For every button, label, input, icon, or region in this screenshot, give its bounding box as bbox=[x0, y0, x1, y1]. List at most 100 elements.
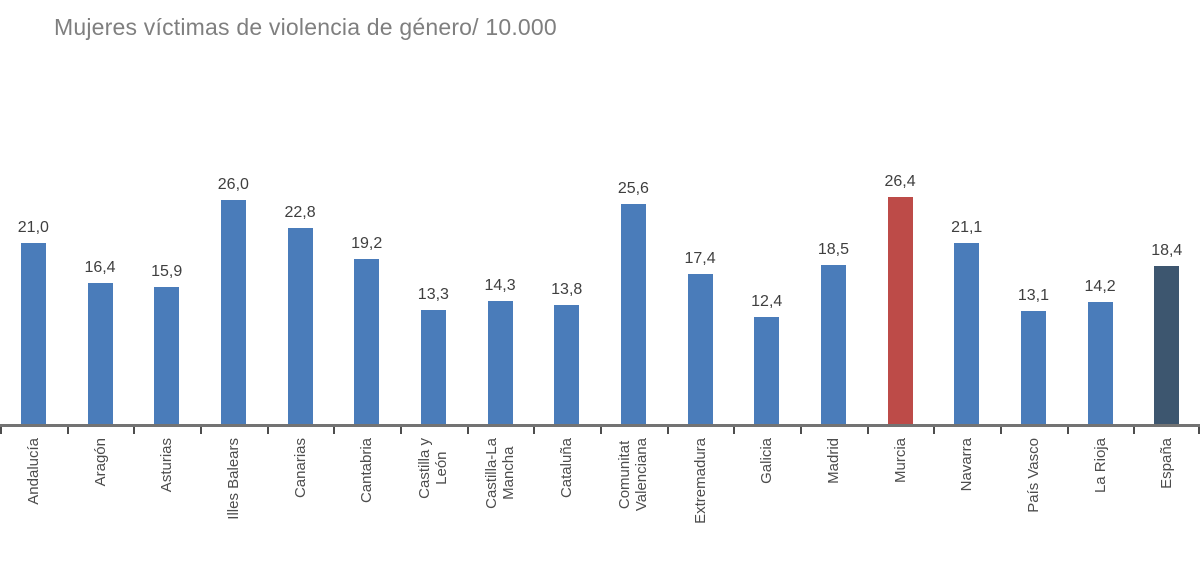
x-axis-tick bbox=[0, 427, 2, 434]
bar-column: 22,8 bbox=[267, 204, 334, 424]
bar bbox=[354, 258, 380, 424]
bar bbox=[754, 317, 780, 424]
x-label-cell: Madrid bbox=[800, 438, 867, 571]
x-axis-label: Madrid bbox=[824, 438, 842, 484]
x-label-cell: Aragón bbox=[67, 438, 134, 571]
chart-title: Mujeres víctimas de violencia de género/… bbox=[54, 14, 557, 40]
bar-column: 13,3 bbox=[400, 286, 467, 424]
bar-value-label: 19,2 bbox=[351, 234, 383, 252]
bar-column: 12,4 bbox=[733, 293, 800, 424]
bar-value-label: 21,1 bbox=[951, 218, 983, 236]
bar-column: 26,0 bbox=[200, 176, 267, 424]
bar bbox=[154, 287, 180, 424]
x-label-cell: Castilla-La Mancha bbox=[467, 438, 534, 571]
x-axis-tick bbox=[133, 427, 135, 434]
bar bbox=[954, 242, 980, 424]
bar-value-label: 14,3 bbox=[484, 277, 516, 294]
bar-column: 16,4 bbox=[67, 259, 134, 424]
bar bbox=[887, 197, 913, 424]
x-label-cell: Extremadura bbox=[667, 438, 734, 571]
x-label-cell: Comunitat Valenciana bbox=[600, 438, 667, 571]
x-axis-ticks bbox=[0, 427, 1200, 435]
x-axis-tick bbox=[600, 427, 602, 434]
bar bbox=[420, 309, 446, 424]
bar-value-label: 18,5 bbox=[817, 240, 849, 258]
x-axis-label: Asturias bbox=[158, 438, 176, 493]
bar-column: 19,2 bbox=[333, 235, 400, 424]
bar-column: 17,4 bbox=[667, 250, 734, 424]
x-axis-tick bbox=[1067, 427, 1069, 434]
bars-row: 21,0 16,4 15,9 26,0 22,8 19,2 13,3 14,3 13,8 25,6… bbox=[0, 173, 1200, 424]
x-axis-label: Extremadura bbox=[691, 438, 709, 524]
bar bbox=[1087, 301, 1113, 424]
x-axis-tick bbox=[533, 427, 535, 434]
bar-value-label: 21,0 bbox=[17, 219, 49, 237]
x-axis-label: Castilla-La Mancha bbox=[483, 438, 518, 509]
bar-value-label: 16,4 bbox=[84, 259, 116, 276]
bar-column: 13,1 bbox=[1000, 287, 1067, 424]
bar-value-label: 25,6 bbox=[617, 179, 649, 197]
x-axis-label: Illes Balears bbox=[224, 438, 242, 520]
bar-value-label: 22,8 bbox=[284, 203, 316, 221]
bar bbox=[487, 301, 513, 424]
bar-value-label: 26,0 bbox=[217, 176, 249, 194]
x-axis-label: Canarias bbox=[291, 438, 309, 499]
x-label-cell: Asturias bbox=[133, 438, 200, 571]
bar-column: 25,6 bbox=[600, 180, 667, 424]
bar bbox=[20, 243, 46, 424]
x-labels-row: Andalucía Aragón Asturias Illes Balears Cana… bbox=[0, 438, 1200, 571]
x-axis-label: Aragón bbox=[91, 438, 109, 487]
bar-column: 14,2 bbox=[1067, 278, 1134, 424]
bar bbox=[820, 264, 846, 424]
bar-column: 21,0 bbox=[0, 219, 67, 424]
x-label-cell: Murcia bbox=[867, 438, 934, 571]
x-axis-label: Navarra bbox=[958, 438, 976, 492]
x-axis-tick bbox=[67, 427, 69, 434]
bar-value-label: 12,4 bbox=[751, 293, 783, 311]
x-label-cell: La Rioja bbox=[1067, 438, 1134, 571]
bar bbox=[1154, 265, 1180, 424]
bar-value-label: 15,9 bbox=[151, 263, 183, 281]
x-axis-tick bbox=[333, 427, 335, 434]
x-axis-tick bbox=[200, 427, 202, 434]
bar-value-label: 18,4 bbox=[1151, 241, 1183, 259]
bar-value-label: 13,3 bbox=[417, 285, 449, 303]
bar bbox=[620, 203, 646, 424]
bar-column: 13,8 bbox=[533, 281, 600, 424]
x-label-cell: Andalucía bbox=[0, 438, 67, 571]
x-label-cell: España bbox=[1133, 438, 1200, 571]
x-axis-tick bbox=[400, 427, 402, 434]
x-label-cell: Cantabria bbox=[333, 438, 400, 571]
bar bbox=[687, 274, 713, 424]
bar-column: 18,5 bbox=[800, 241, 867, 424]
x-axis-tick bbox=[933, 427, 935, 434]
x-axis-label: España bbox=[1158, 438, 1176, 489]
x-label-cell: Castilla y León bbox=[400, 438, 467, 571]
bar-value-label: 13,1 bbox=[1017, 287, 1049, 305]
bar-value-label: 13,8 bbox=[551, 281, 583, 299]
x-axis-label: Galicia bbox=[758, 438, 776, 484]
bar-value-label: 14,2 bbox=[1084, 277, 1116, 295]
bar bbox=[1020, 311, 1046, 424]
x-axis-label: La Rioja bbox=[1091, 438, 1109, 494]
bar-column: 14,3 bbox=[467, 277, 534, 424]
bar bbox=[220, 200, 246, 424]
x-axis-line bbox=[0, 424, 1200, 427]
bar-column: 21,1 bbox=[933, 218, 1000, 424]
x-axis-label: Andalucía bbox=[24, 438, 42, 505]
x-axis-label: Castilla y León bbox=[416, 438, 451, 499]
x-axis-tick bbox=[733, 427, 735, 434]
bar bbox=[554, 305, 580, 424]
bar bbox=[87, 283, 113, 424]
x-label-cell: País Vasco bbox=[1000, 438, 1067, 571]
x-axis-tick bbox=[1133, 427, 1135, 434]
x-axis-tick bbox=[800, 427, 802, 434]
bar-column: 15,9 bbox=[133, 263, 200, 424]
x-label-cell: Cataluña bbox=[533, 438, 600, 571]
x-axis-label: País Vasco bbox=[1024, 438, 1042, 513]
x-axis-tick bbox=[1198, 427, 1200, 434]
x-axis-tick bbox=[1000, 427, 1002, 434]
x-axis-tick bbox=[867, 427, 869, 434]
x-axis-label: Comunitat Valenciana bbox=[616, 438, 651, 512]
